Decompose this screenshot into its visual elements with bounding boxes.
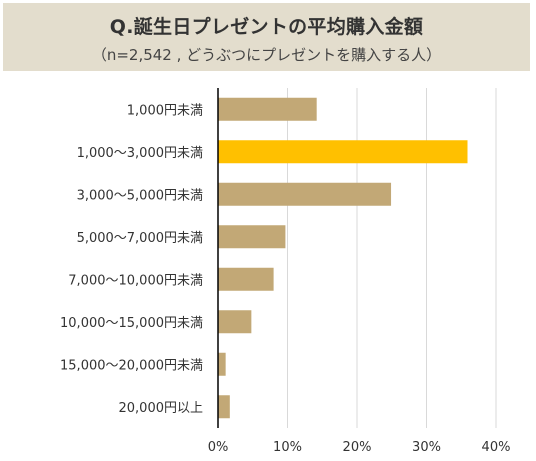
bar: [218, 97, 317, 121]
bar: [218, 140, 468, 164]
x-tick-label: 10%: [273, 440, 302, 455]
x-tick-label: 0%: [208, 440, 229, 455]
category-label: 10,000〜15,000円未満: [60, 316, 203, 331]
x-tick-label: 30%: [412, 440, 441, 455]
category-label: 5,000〜7,000円未満: [77, 231, 203, 246]
chart-subtitle: （n=2,542 , どうぶつにプレゼントを購入する人）: [91, 46, 442, 64]
category-label: 7,000〜10,000円未満: [68, 273, 203, 288]
category-label: 1,000〜3,000円未満: [77, 146, 203, 161]
category-label: 3,000〜5,000円未満: [77, 188, 203, 203]
bar: [218, 267, 274, 291]
bar: [218, 225, 286, 249]
bar: [218, 182, 392, 206]
bar: [218, 352, 226, 376]
category-label: 15,000〜20,000円未満: [60, 358, 203, 373]
x-tick-label: 40%: [482, 440, 511, 455]
chart-header: Q.誕生日プレゼントの平均購入金額 （n=2,542 , どうぶつにプレゼントを…: [3, 3, 530, 71]
x-tick-label: 20%: [343, 440, 372, 455]
category-label: 1,000円未満: [127, 103, 203, 118]
chart-title: Q.誕生日プレゼントの平均購入金額: [109, 16, 424, 38]
bar: [218, 310, 252, 334]
category-label: 20,000円以上: [119, 401, 204, 416]
bar: [218, 395, 230, 419]
